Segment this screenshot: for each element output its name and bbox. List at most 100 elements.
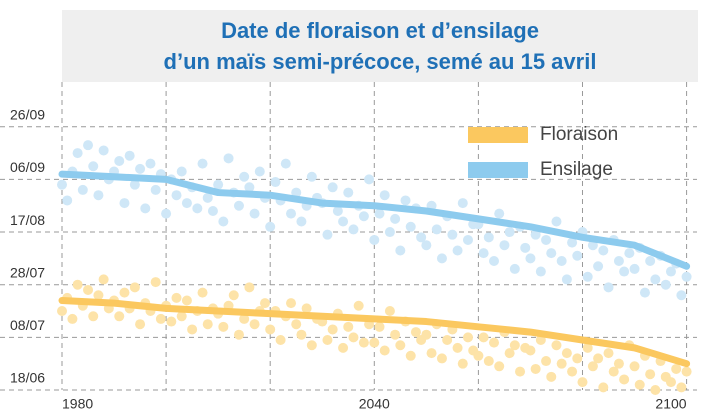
- point: [603, 282, 614, 293]
- legend-label: Ensilage: [540, 159, 613, 180]
- point: [478, 332, 489, 343]
- point: [369, 337, 380, 348]
- point: [88, 161, 99, 172]
- y-tick-label: 18/06: [10, 370, 45, 386]
- trend-line: [58, 170, 691, 270]
- point: [436, 253, 447, 264]
- point: [650, 274, 661, 285]
- point: [379, 345, 390, 356]
- point: [676, 382, 687, 393]
- point: [395, 245, 406, 256]
- point: [421, 240, 432, 251]
- point: [322, 334, 333, 345]
- point: [410, 327, 421, 338]
- legend-swatch: [468, 162, 528, 178]
- point: [135, 163, 146, 174]
- point: [598, 382, 609, 393]
- point: [416, 232, 427, 243]
- point: [624, 248, 635, 259]
- point: [150, 184, 161, 195]
- point: [140, 203, 151, 214]
- point: [535, 266, 546, 277]
- point: [77, 184, 88, 195]
- point: [306, 340, 317, 351]
- point: [634, 379, 645, 390]
- point: [665, 266, 676, 277]
- point: [452, 245, 463, 256]
- point: [332, 205, 343, 216]
- point: [572, 353, 583, 364]
- point: [452, 342, 463, 353]
- point: [582, 342, 593, 353]
- point: [462, 332, 473, 343]
- y-tick-label: 26/09: [10, 106, 45, 122]
- point: [499, 240, 510, 251]
- point: [150, 277, 161, 288]
- point: [489, 337, 500, 348]
- point: [431, 224, 442, 235]
- point: [67, 313, 78, 324]
- point: [489, 256, 500, 267]
- point: [593, 353, 604, 364]
- point: [135, 319, 146, 330]
- point: [379, 190, 390, 201]
- point: [119, 287, 130, 298]
- point: [405, 221, 416, 232]
- point: [296, 329, 307, 340]
- point: [275, 334, 286, 345]
- point: [197, 158, 208, 169]
- point: [483, 232, 494, 243]
- point: [426, 348, 437, 359]
- point: [572, 250, 583, 261]
- title-band: [62, 10, 698, 82]
- point: [603, 348, 614, 359]
- point: [504, 227, 515, 238]
- point: [551, 216, 562, 227]
- point: [176, 166, 187, 177]
- point: [228, 290, 239, 301]
- point: [629, 263, 640, 274]
- point: [494, 361, 505, 372]
- point: [202, 319, 213, 330]
- point: [665, 377, 676, 388]
- point: [57, 179, 67, 190]
- point: [233, 200, 244, 211]
- point: [619, 266, 630, 277]
- point: [509, 340, 520, 351]
- point: [390, 213, 401, 224]
- point: [509, 263, 520, 274]
- point: [145, 158, 156, 169]
- point: [202, 192, 213, 203]
- point: [254, 166, 265, 177]
- point: [613, 358, 624, 369]
- point: [358, 211, 369, 222]
- point: [296, 216, 307, 227]
- point: [249, 208, 260, 219]
- x-tick-label: 2100: [655, 396, 686, 412]
- point: [494, 208, 505, 219]
- chart-title: d’un maïs semi-précoce, semé au 15 avril: [164, 49, 597, 74]
- point: [280, 158, 291, 169]
- x-tick-label: 2040: [359, 396, 390, 412]
- point: [556, 256, 567, 267]
- point: [322, 229, 333, 240]
- point: [114, 311, 125, 322]
- point: [462, 234, 473, 245]
- point: [98, 145, 109, 156]
- point: [176, 311, 187, 322]
- legend-label: Floraison: [540, 124, 618, 145]
- point: [676, 290, 687, 301]
- legend-swatch: [468, 127, 528, 143]
- point: [259, 298, 270, 309]
- point: [119, 198, 130, 209]
- point: [421, 329, 432, 340]
- point: [567, 237, 578, 248]
- chart-title: Date de floraison et d’ensilage: [221, 18, 539, 43]
- point: [338, 342, 349, 353]
- point: [218, 216, 229, 227]
- point: [181, 198, 192, 209]
- x-tick-label: 1980: [62, 396, 93, 412]
- point: [327, 182, 338, 193]
- point: [457, 198, 468, 209]
- point: [598, 245, 609, 256]
